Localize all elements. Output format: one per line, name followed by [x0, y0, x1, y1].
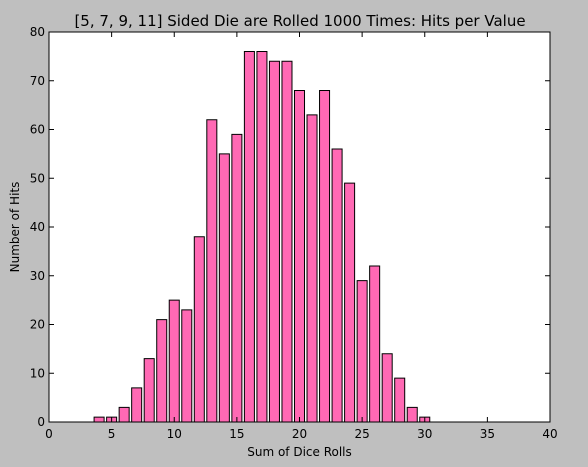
bar-12: [193, 236, 205, 423]
bar-17: [256, 51, 268, 423]
y-tick-label-0: 0: [37, 415, 45, 429]
y-tick-label-70: 70: [30, 74, 45, 88]
y-tick-label-30: 30: [30, 269, 45, 283]
bar-22: [319, 90, 331, 423]
bar-21: [306, 114, 318, 423]
bar-6: [118, 406, 130, 423]
x-axis-label: Sum of Dice Rolls: [247, 445, 352, 459]
bar-8: [143, 358, 155, 423]
y-tick-label-60: 60: [30, 123, 45, 137]
y-tick-label-80: 80: [30, 25, 45, 39]
bar-29: [406, 406, 418, 423]
bar-18: [268, 60, 280, 423]
bar-4: [93, 416, 105, 423]
y-tick-label-20: 20: [30, 318, 45, 332]
bar-25: [356, 280, 368, 423]
x-tick-label-20: 20: [292, 427, 307, 441]
x-tick-label-25: 25: [354, 427, 369, 441]
y-tick-label-10: 10: [30, 366, 45, 380]
x-tick-label-0: 0: [45, 427, 53, 441]
y-tick-label-40: 40: [30, 220, 45, 234]
bar-19: [281, 60, 293, 423]
y-axis-label: Number of Hits: [8, 182, 22, 273]
x-tick-label-10: 10: [167, 427, 182, 441]
bar-7: [131, 387, 143, 423]
bar-14: [218, 153, 230, 423]
bar-24: [344, 182, 356, 423]
bar-13: [206, 119, 218, 423]
bar-9: [156, 319, 168, 423]
bar-26: [369, 265, 381, 423]
ticks-group: 0 5 10 15 20 25 30 35 40 0 10 20 30 40 50 60 70 80: [30, 25, 558, 441]
x-tick-label-30: 30: [417, 427, 432, 441]
bar-11: [181, 309, 193, 423]
x-tick-label-15: 15: [229, 427, 244, 441]
y-tick-label-50: 50: [30, 171, 45, 185]
bar-23: [331, 148, 343, 423]
plot-frame: [48, 31, 551, 423]
bar-28: [394, 377, 406, 423]
bar-27: [381, 353, 393, 423]
chart-title: [5, 7, 9, 11] Sided Die are Rolled 1000 …: [74, 12, 525, 30]
bar-15: [231, 133, 243, 423]
bar-16: [243, 51, 255, 423]
x-tick-label-35: 35: [480, 427, 495, 441]
x-tick-label-40: 40: [542, 427, 557, 441]
bar-10: [168, 299, 180, 423]
x-tick-label-5: 5: [108, 427, 116, 441]
bar-20: [293, 90, 306, 423]
bars-group: [93, 51, 431, 423]
